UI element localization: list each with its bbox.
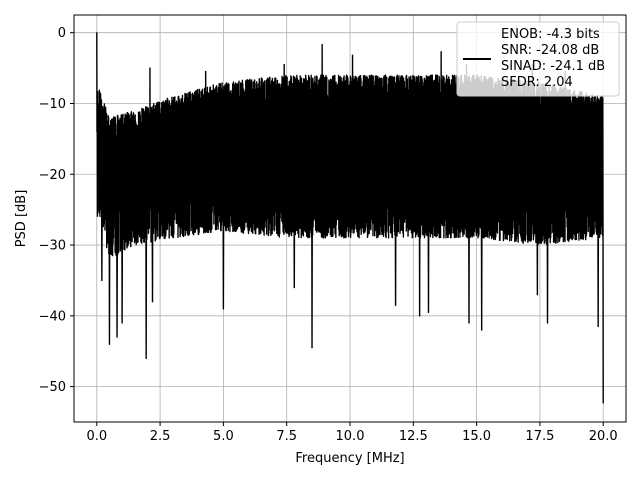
y-tick-label: 0 [58, 26, 66, 41]
psd-peak-point [283, 63, 285, 66]
psd-peak-point [205, 71, 207, 73]
psd-notch-point [427, 311, 430, 313]
psd-notch-point [145, 357, 147, 359]
psd-peak-point [97, 131, 99, 133]
x-tick-label: 20.0 [589, 429, 618, 444]
legend-line-enob: ENOB: -4.3 bits [501, 27, 600, 42]
psd-peak-point [96, 32, 98, 34]
psd-notch-point [311, 347, 313, 349]
x-tick-label: 0.0 [86, 429, 107, 444]
psd-notch-point [108, 343, 111, 345]
legend-line-sinad: SINAD: -24.1 dB [501, 59, 605, 74]
psd-notch-point [468, 322, 470, 324]
y-tick-label: −30 [39, 239, 66, 254]
x-tick-label: 15.0 [462, 429, 491, 444]
psd-notch-point [121, 322, 123, 324]
legend: ENOB: -4.3 bits SNR: -24.08 dB SINAD: -2… [456, 21, 620, 97]
x-tick-label: 10.0 [336, 429, 365, 444]
psd-notch-point [293, 286, 295, 289]
legend-line-sfdr: SFDR: 2.04 [501, 75, 573, 90]
psd-peak-point [351, 54, 354, 56]
x-tick-label: 17.5 [525, 429, 554, 444]
psd-notch-point [222, 308, 224, 310]
y-tick-label: −40 [39, 309, 66, 324]
psd-notch-point [419, 315, 421, 317]
psd-notch-point [597, 325, 599, 328]
legend-line-snr: SNR: -24.08 dB [501, 43, 599, 58]
x-tick-label: 2.5 [150, 429, 171, 444]
psd-notch-point [602, 402, 604, 404]
legend-box [456, 21, 620, 97]
x-tick-label: 7.5 [276, 429, 297, 444]
x-tick-label: 5.0 [213, 429, 234, 444]
y-axis-label: PSD [dB] [14, 190, 29, 248]
psd-notch-point [116, 336, 118, 338]
x-tick-label: 12.5 [399, 429, 428, 444]
psd-peak-point [440, 51, 442, 53]
axis-ticks: 0.0 2.5 5.0 7.5 10.0 12.5 15.0 17.5 20.0 0 −10 −20 −… [39, 26, 618, 444]
psd-notch-point [536, 293, 538, 296]
y-tick-label: −10 [39, 97, 66, 112]
psd-notch-point [101, 279, 103, 282]
psd-notch-point [151, 301, 154, 303]
psd-notch-point [546, 322, 549, 324]
psd-peak-point [149, 67, 151, 69]
y-tick-label: −20 [39, 168, 66, 183]
y-tick-label: −50 [39, 380, 66, 395]
psd-peak-point [321, 44, 323, 46]
psd-notch-point [481, 329, 483, 331]
x-axis-label: Frequency [MHz] [295, 451, 404, 466]
psd-notch-point [394, 304, 397, 306]
